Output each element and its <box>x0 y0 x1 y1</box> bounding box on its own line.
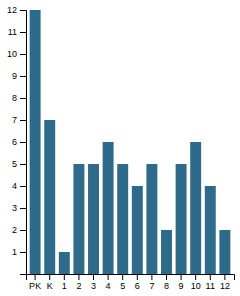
x-tick-label: 8 <box>164 281 169 291</box>
bar <box>205 186 216 274</box>
x-tick-mark <box>35 274 36 280</box>
plot: PKK123456789101112123456789101112 <box>7 5 235 291</box>
x-tick-mark <box>122 274 123 280</box>
y-tick-mark <box>20 10 26 11</box>
x-tick: 7 <box>149 274 154 291</box>
bars <box>30 10 231 274</box>
x-tick: 8 <box>164 274 169 291</box>
x-tick-mark <box>78 274 79 280</box>
x-tick: 9 <box>179 274 184 291</box>
y-axis-line <box>20 11 27 275</box>
x-tick-label: 12 <box>220 281 230 291</box>
x-tick: 10 <box>191 274 201 291</box>
y-axis: 123456789101112 <box>7 5 27 274</box>
y-tick-mark <box>20 98 26 99</box>
y-tick: 1 <box>12 247 26 257</box>
x-tick: 5 <box>120 274 125 291</box>
y-tick-label: 7 <box>12 115 17 125</box>
y-tick: 6 <box>12 137 26 147</box>
x-axis-line <box>27 275 235 281</box>
y-tick: 9 <box>12 71 26 81</box>
y-tick-label: 8 <box>12 93 17 103</box>
x-tick: 1 <box>62 274 67 291</box>
bar <box>190 142 201 274</box>
x-tick-mark <box>49 274 50 280</box>
x-tick: 3 <box>91 274 96 291</box>
y-tick-label: 1 <box>12 247 17 257</box>
x-tick-label: 6 <box>135 281 140 291</box>
bar <box>103 142 114 274</box>
bar <box>132 186 143 274</box>
bar <box>176 164 187 274</box>
y-tick-label: 12 <box>7 5 17 15</box>
x-tick-label: PK <box>29 281 41 291</box>
bar <box>44 120 55 274</box>
y-tick-mark <box>20 252 26 253</box>
x-tick: 2 <box>76 274 81 291</box>
y-tick-label: 6 <box>12 137 17 147</box>
y-tick-mark <box>20 32 26 33</box>
bar <box>146 164 157 274</box>
x-tick-label: 1 <box>62 281 67 291</box>
y-tick: 2 <box>12 225 26 235</box>
bar <box>59 252 70 274</box>
y-tick: 12 <box>7 5 26 15</box>
bar <box>30 10 41 274</box>
x-tick-mark <box>181 274 182 280</box>
y-tick-mark <box>20 142 26 143</box>
bar <box>219 230 230 274</box>
y-tick: 10 <box>7 49 26 59</box>
y-tick-label: 9 <box>12 71 17 81</box>
y-tick-mark <box>20 76 26 77</box>
chart: PKK123456789101112123456789101112 <box>0 0 240 296</box>
x-tick-mark <box>195 274 196 280</box>
bar <box>88 164 99 274</box>
y-tick-label: 11 <box>8 27 17 37</box>
x-tick-mark <box>137 274 138 280</box>
x-tick-label: 3 <box>91 281 96 291</box>
x-tick: 12 <box>220 274 230 291</box>
x-tick-label: 2 <box>76 281 81 291</box>
x-tick: 11 <box>206 274 215 291</box>
x-tick: K <box>47 274 53 291</box>
y-tick-mark <box>20 208 26 209</box>
x-tick-mark <box>210 274 211 280</box>
y-tick-mark <box>20 186 26 187</box>
x-tick-label: 7 <box>149 281 154 291</box>
x-tick-mark <box>166 274 167 280</box>
x-tick: 4 <box>106 274 111 291</box>
y-tick-label: 2 <box>12 225 17 235</box>
y-tick-label: 4 <box>12 181 17 191</box>
x-tick-mark <box>64 274 65 280</box>
x-tick-label: K <box>47 281 53 291</box>
x-tick-label: 10 <box>191 281 201 291</box>
x-tick-label: 5 <box>120 281 125 291</box>
y-tick-mark <box>20 164 26 165</box>
bar <box>161 230 172 274</box>
y-tick: 11 <box>8 27 26 37</box>
y-tick-mark <box>20 230 26 231</box>
bar <box>117 164 128 274</box>
y-tick-mark <box>20 54 26 55</box>
x-tick: PK <box>29 274 41 291</box>
y-tick: 3 <box>12 203 26 213</box>
y-tick: 7 <box>12 115 26 125</box>
x-tick-label: 9 <box>179 281 184 291</box>
y-tick-mark <box>20 120 26 121</box>
x-tick-mark <box>108 274 109 280</box>
x-tick-mark <box>93 274 94 280</box>
x-tick-label: 11 <box>206 281 215 291</box>
x-tick-label: 4 <box>106 281 111 291</box>
y-tick: 5 <box>12 159 26 169</box>
x-axis: PKK123456789101112 <box>27 274 235 291</box>
y-tick-label: 3 <box>12 203 17 213</box>
y-tick-label: 10 <box>7 49 17 59</box>
bar <box>73 164 84 274</box>
y-tick: 8 <box>12 93 26 103</box>
y-tick: 4 <box>12 181 26 191</box>
y-tick-label: 5 <box>12 159 17 169</box>
x-tick: 6 <box>135 274 140 291</box>
x-tick-mark <box>151 274 152 280</box>
x-tick-mark <box>224 274 225 280</box>
